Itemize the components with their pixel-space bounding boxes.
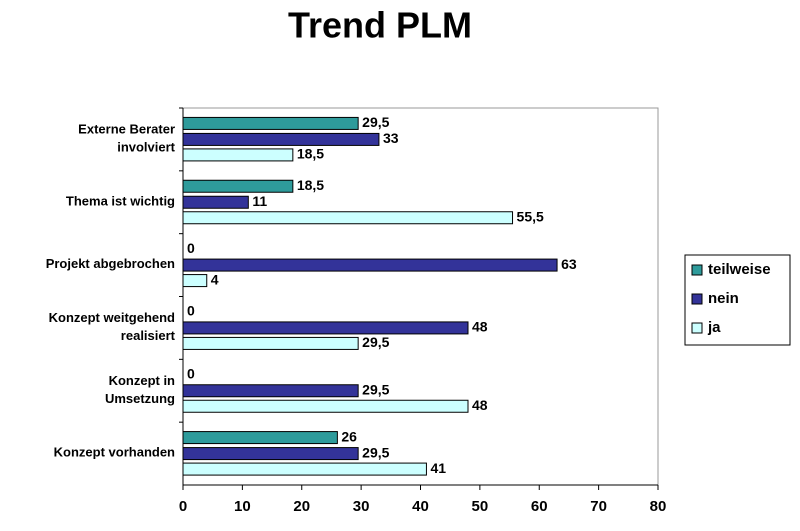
- y-tick-label: Konzept weitgehend realisiert: [49, 310, 176, 343]
- value-label: 26: [341, 428, 357, 444]
- y-tick-line: Umsetzung: [105, 391, 175, 406]
- y-tick-line: Projekt abgebrochen: [46, 257, 175, 272]
- bar: [182, 321, 469, 335]
- bar: [182, 195, 249, 209]
- y-tick-label: Thema ist wichtig: [66, 194, 175, 209]
- value-label: 11: [252, 193, 267, 209]
- legend-swatch: [691, 264, 703, 276]
- x-tick-label: 0: [179, 498, 187, 515]
- bar: [182, 258, 558, 272]
- value-label: 55,5: [517, 208, 544, 224]
- x-tick-label: 50: [472, 498, 489, 515]
- y-tick-line: Thema ist wichtig: [66, 194, 175, 209]
- value-label: 48: [472, 397, 488, 413]
- y-tick-line: Konzept vorhanden: [54, 445, 175, 460]
- value-label: 48: [472, 319, 488, 335]
- y-tick-label: Konzept vorhanden: [54, 445, 175, 460]
- y-tick-line: involviert: [117, 140, 175, 155]
- legend-label: nein: [708, 290, 739, 307]
- bar: [182, 179, 294, 193]
- bar: [182, 211, 514, 225]
- bar: [182, 431, 338, 445]
- chart-title: Trend PLM: [288, 5, 472, 46]
- value-label: 33: [383, 130, 399, 146]
- bar: [182, 399, 469, 413]
- x-tick-label: 60: [531, 498, 548, 515]
- y-tick-line: Konzept weitgehend: [49, 310, 175, 325]
- y-tick-label: Konzept in Umsetzung: [105, 373, 175, 406]
- value-label: 0: [187, 365, 195, 381]
- value-label: 63: [561, 256, 577, 272]
- value-label: 0: [187, 303, 195, 319]
- value-label: 29,5: [362, 114, 389, 130]
- value-label: 29,5: [362, 334, 389, 350]
- y-tick-line: Externe Berater: [78, 122, 175, 137]
- plot-frame: [182, 107, 659, 486]
- x-tick-label: 80: [650, 498, 667, 515]
- legend-label: ja: [707, 319, 721, 336]
- value-label: 0: [187, 240, 195, 256]
- x-tick-label: 30: [353, 498, 370, 515]
- legend-swatch: [691, 293, 703, 305]
- bar: [182, 336, 359, 350]
- bar: [182, 447, 359, 461]
- value-label: 4: [211, 271, 219, 287]
- x-tick-label: 10: [234, 498, 251, 515]
- value-label: 29,5: [362, 381, 389, 397]
- x-tick-label: 70: [590, 498, 607, 515]
- bar: [182, 274, 208, 288]
- bar: [182, 132, 380, 146]
- bar: [182, 462, 427, 476]
- y-tick-label: Externe Berater involviert: [78, 122, 175, 155]
- value-label: 18,5: [297, 146, 324, 162]
- y-tick-line: realisiert: [121, 328, 176, 343]
- value-label: 18,5: [297, 177, 324, 193]
- y-tick-line: Konzept in: [109, 373, 175, 388]
- bar: [182, 148, 294, 162]
- legend-label: teilweise: [708, 261, 771, 278]
- value-label: 41: [430, 460, 446, 476]
- x-tick-label: 20: [293, 498, 310, 515]
- value-label: 29,5: [362, 444, 389, 460]
- legend-swatch: [691, 322, 703, 334]
- bar: [182, 116, 359, 130]
- x-tick-label: 40: [412, 498, 429, 515]
- bar: [182, 384, 359, 398]
- y-tick-label: Projekt abgebrochen: [46, 257, 175, 272]
